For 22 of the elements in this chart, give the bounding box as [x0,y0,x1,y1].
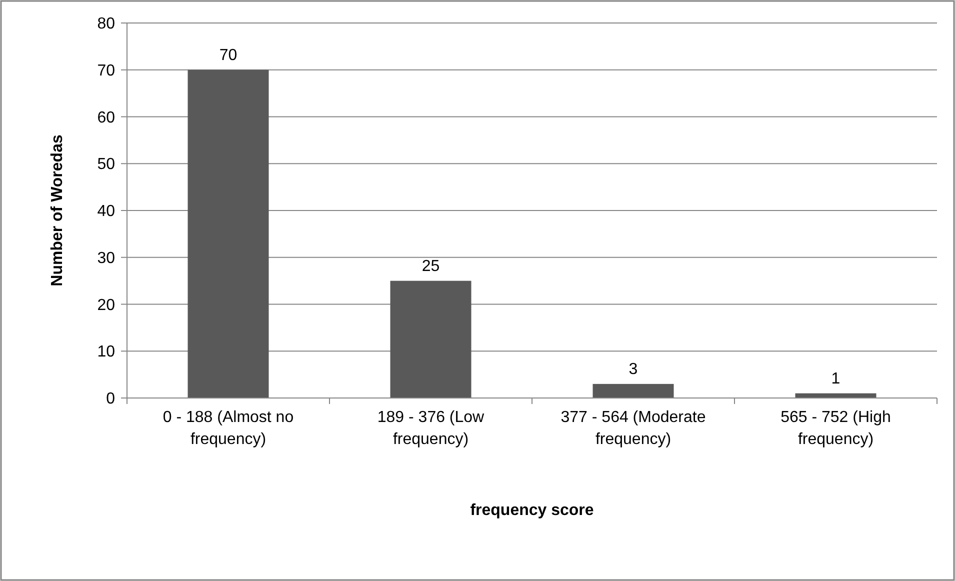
y-tick-label: 40 [97,203,116,220]
y-tick-label: 70 [97,62,116,80]
y-tick-label: 0 [106,390,116,408]
bar [390,280,472,398]
y-tick-label: 30 [97,250,116,267]
y-tick-label: 80 [97,16,116,33]
y-tick-label: 60 [97,109,116,126]
bar [592,384,674,398]
data-label: 70 [219,46,238,64]
data-label: 3 [628,360,638,378]
y-tick-label: 20 [97,296,116,314]
x-tick-label: 0 - 188 (Almost no frequency) [162,409,294,448]
x-tick-label: 565 - 752 (High frequency) [780,409,891,448]
x-axis-title: frequency score [470,502,594,519]
y-tick-label: 50 [97,156,116,174]
y-tick-label: 10 [97,344,116,361]
data-label: 1 [831,370,840,388]
data-label: 25 [422,258,440,275]
bar [188,70,269,398]
y-axis-title: Number of Woredas [49,134,66,286]
x-tick-label: 189 - 376 (Low frequency) [377,409,485,448]
x-tick-label: 377 - 564 (Moderate frequency) [560,409,706,448]
